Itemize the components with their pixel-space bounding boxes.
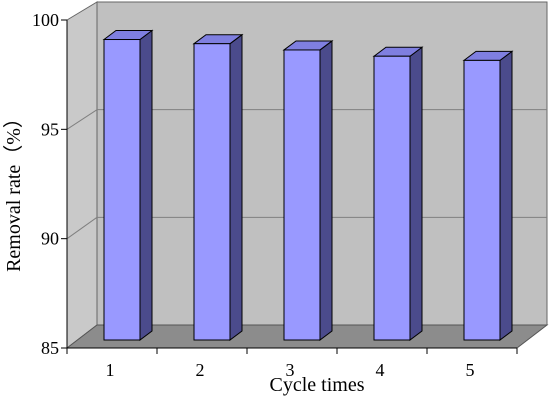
bar-side xyxy=(499,50,513,341)
bar-front xyxy=(193,43,231,341)
x-tick-label: 2 xyxy=(196,360,205,380)
bar-side xyxy=(409,46,423,341)
bar-front xyxy=(463,59,501,341)
y-tick-label: 100 xyxy=(32,10,59,30)
bar-side xyxy=(139,29,153,341)
x-tick-label: 1 xyxy=(106,360,115,380)
bar xyxy=(282,39,334,341)
side-wall xyxy=(66,1,98,350)
bar xyxy=(462,50,514,341)
bar-front xyxy=(283,49,321,341)
x-tick-label: 5 xyxy=(466,360,475,380)
bar-side xyxy=(319,39,333,341)
y-tick-label: 85 xyxy=(41,338,59,358)
bar-front xyxy=(103,39,141,341)
bar-front xyxy=(373,55,411,341)
bar-side xyxy=(229,33,243,341)
bar xyxy=(192,33,244,341)
x-tick-label: 3 xyxy=(286,360,295,380)
bars xyxy=(102,29,514,341)
gridline-side xyxy=(66,109,98,130)
x-axis-label: Cycle times xyxy=(270,374,365,396)
x-tick-label: 4 xyxy=(376,360,385,380)
y-tick-label: 90 xyxy=(41,229,59,249)
bar xyxy=(102,29,154,341)
gridline-side xyxy=(66,216,98,240)
y-tick-labels: 85 90 95 100 xyxy=(32,10,59,358)
y-tick-label: 95 xyxy=(41,119,59,139)
axes xyxy=(61,19,518,354)
y-axis-label: Removal rate（%） xyxy=(2,108,25,272)
bar xyxy=(372,46,424,341)
x-tick-labels: 1 2 3 4 5 xyxy=(106,360,475,380)
